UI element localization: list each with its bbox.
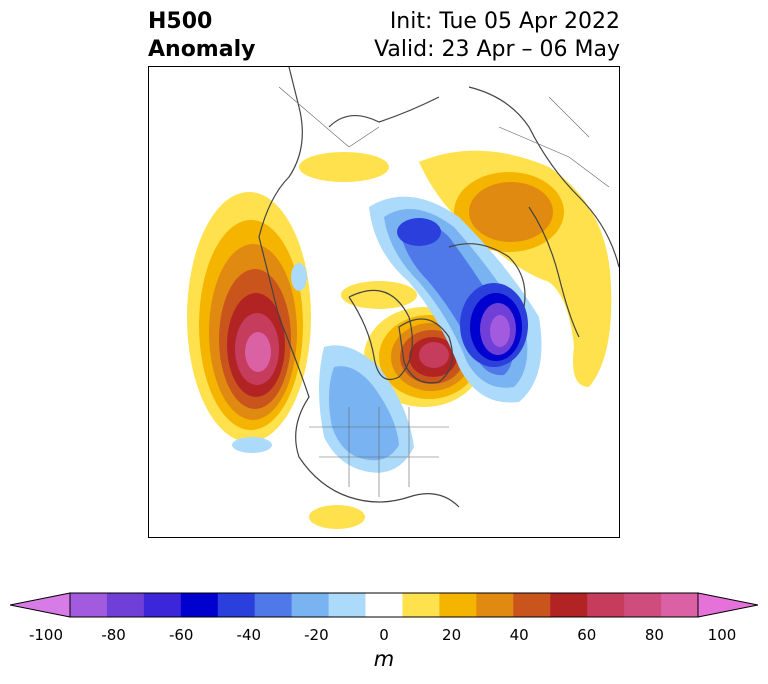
colorbar-segment — [291, 593, 330, 617]
colorbar-segment — [254, 593, 293, 617]
colorbar-segment — [217, 593, 256, 617]
colorbar-tick-label: -20 — [304, 626, 329, 644]
colorbar-tick-label: 100 — [707, 626, 737, 644]
colorbar-frame — [69, 592, 699, 618]
valid-range: Valid: 23 Apr – 06 May — [374, 37, 620, 62]
positive-anomaly-pacific — [187, 192, 311, 442]
colorbar-segment — [402, 593, 440, 617]
colorbar-tick-label: 20 — [442, 626, 462, 644]
colorbar-tick-label: 60 — [577, 626, 597, 644]
colorbar-segment — [476, 593, 514, 617]
colorbar-tick-label: 0 — [379, 626, 389, 644]
positive-anomaly-siberia — [419, 150, 612, 387]
colorbar-segment — [143, 593, 182, 617]
colorbar-extend-min — [10, 592, 71, 618]
coastlines — [258, 67, 619, 508]
anomaly-map — [148, 66, 620, 538]
init-date: Init: Tue 05 Apr 2022 — [389, 9, 620, 34]
colorbar-segment — [180, 593, 219, 617]
colorbar-tick-label: 40 — [509, 626, 529, 644]
colorbar — [10, 592, 758, 618]
chart-title-right: Init: Tue 05 Apr 2022 Valid: 23 Apr – 06… — [374, 8, 620, 64]
positive-anomaly-central — [341, 281, 417, 309]
colorbar-tick-label: -80 — [101, 626, 126, 644]
colorbar-segment — [439, 593, 477, 617]
colorbar-segment — [550, 593, 588, 617]
colorbar-segment — [365, 593, 403, 617]
colorbar-tick-label: -40 — [236, 626, 262, 644]
colorbar-segment — [106, 593, 145, 617]
negative-anomaly-small — [291, 263, 307, 291]
negative-anomaly-atlantic — [369, 196, 542, 403]
positive-anomaly-south — [309, 505, 365, 529]
colorbar-tick-label: -100 — [28, 626, 64, 644]
title-variable: H500 — [148, 9, 213, 34]
map-svg — [187, 67, 619, 529]
colorbar-segment — [661, 593, 699, 617]
negative-anomaly-north-america — [319, 345, 414, 473]
colorbar-tick-label: -60 — [168, 626, 194, 644]
title-type: Anomaly — [148, 37, 256, 62]
colorbar-extend-max — [697, 592, 758, 618]
colorbar-segment — [513, 593, 551, 617]
political-borders — [278, 86, 610, 497]
colorbar-tick-label: 80 — [644, 626, 664, 644]
colorbar-segment — [70, 593, 108, 617]
colorbar-segment — [624, 593, 662, 617]
colorbar-segment — [587, 593, 625, 617]
negative-anomaly-pacific-small — [232, 437, 272, 453]
colorbar-unit-label: m — [373, 647, 395, 671]
colorbar-segment — [328, 593, 367, 617]
chart-title-left: H500 Anomaly — [148, 8, 255, 64]
positive-anomaly-arctic — [299, 152, 389, 182]
